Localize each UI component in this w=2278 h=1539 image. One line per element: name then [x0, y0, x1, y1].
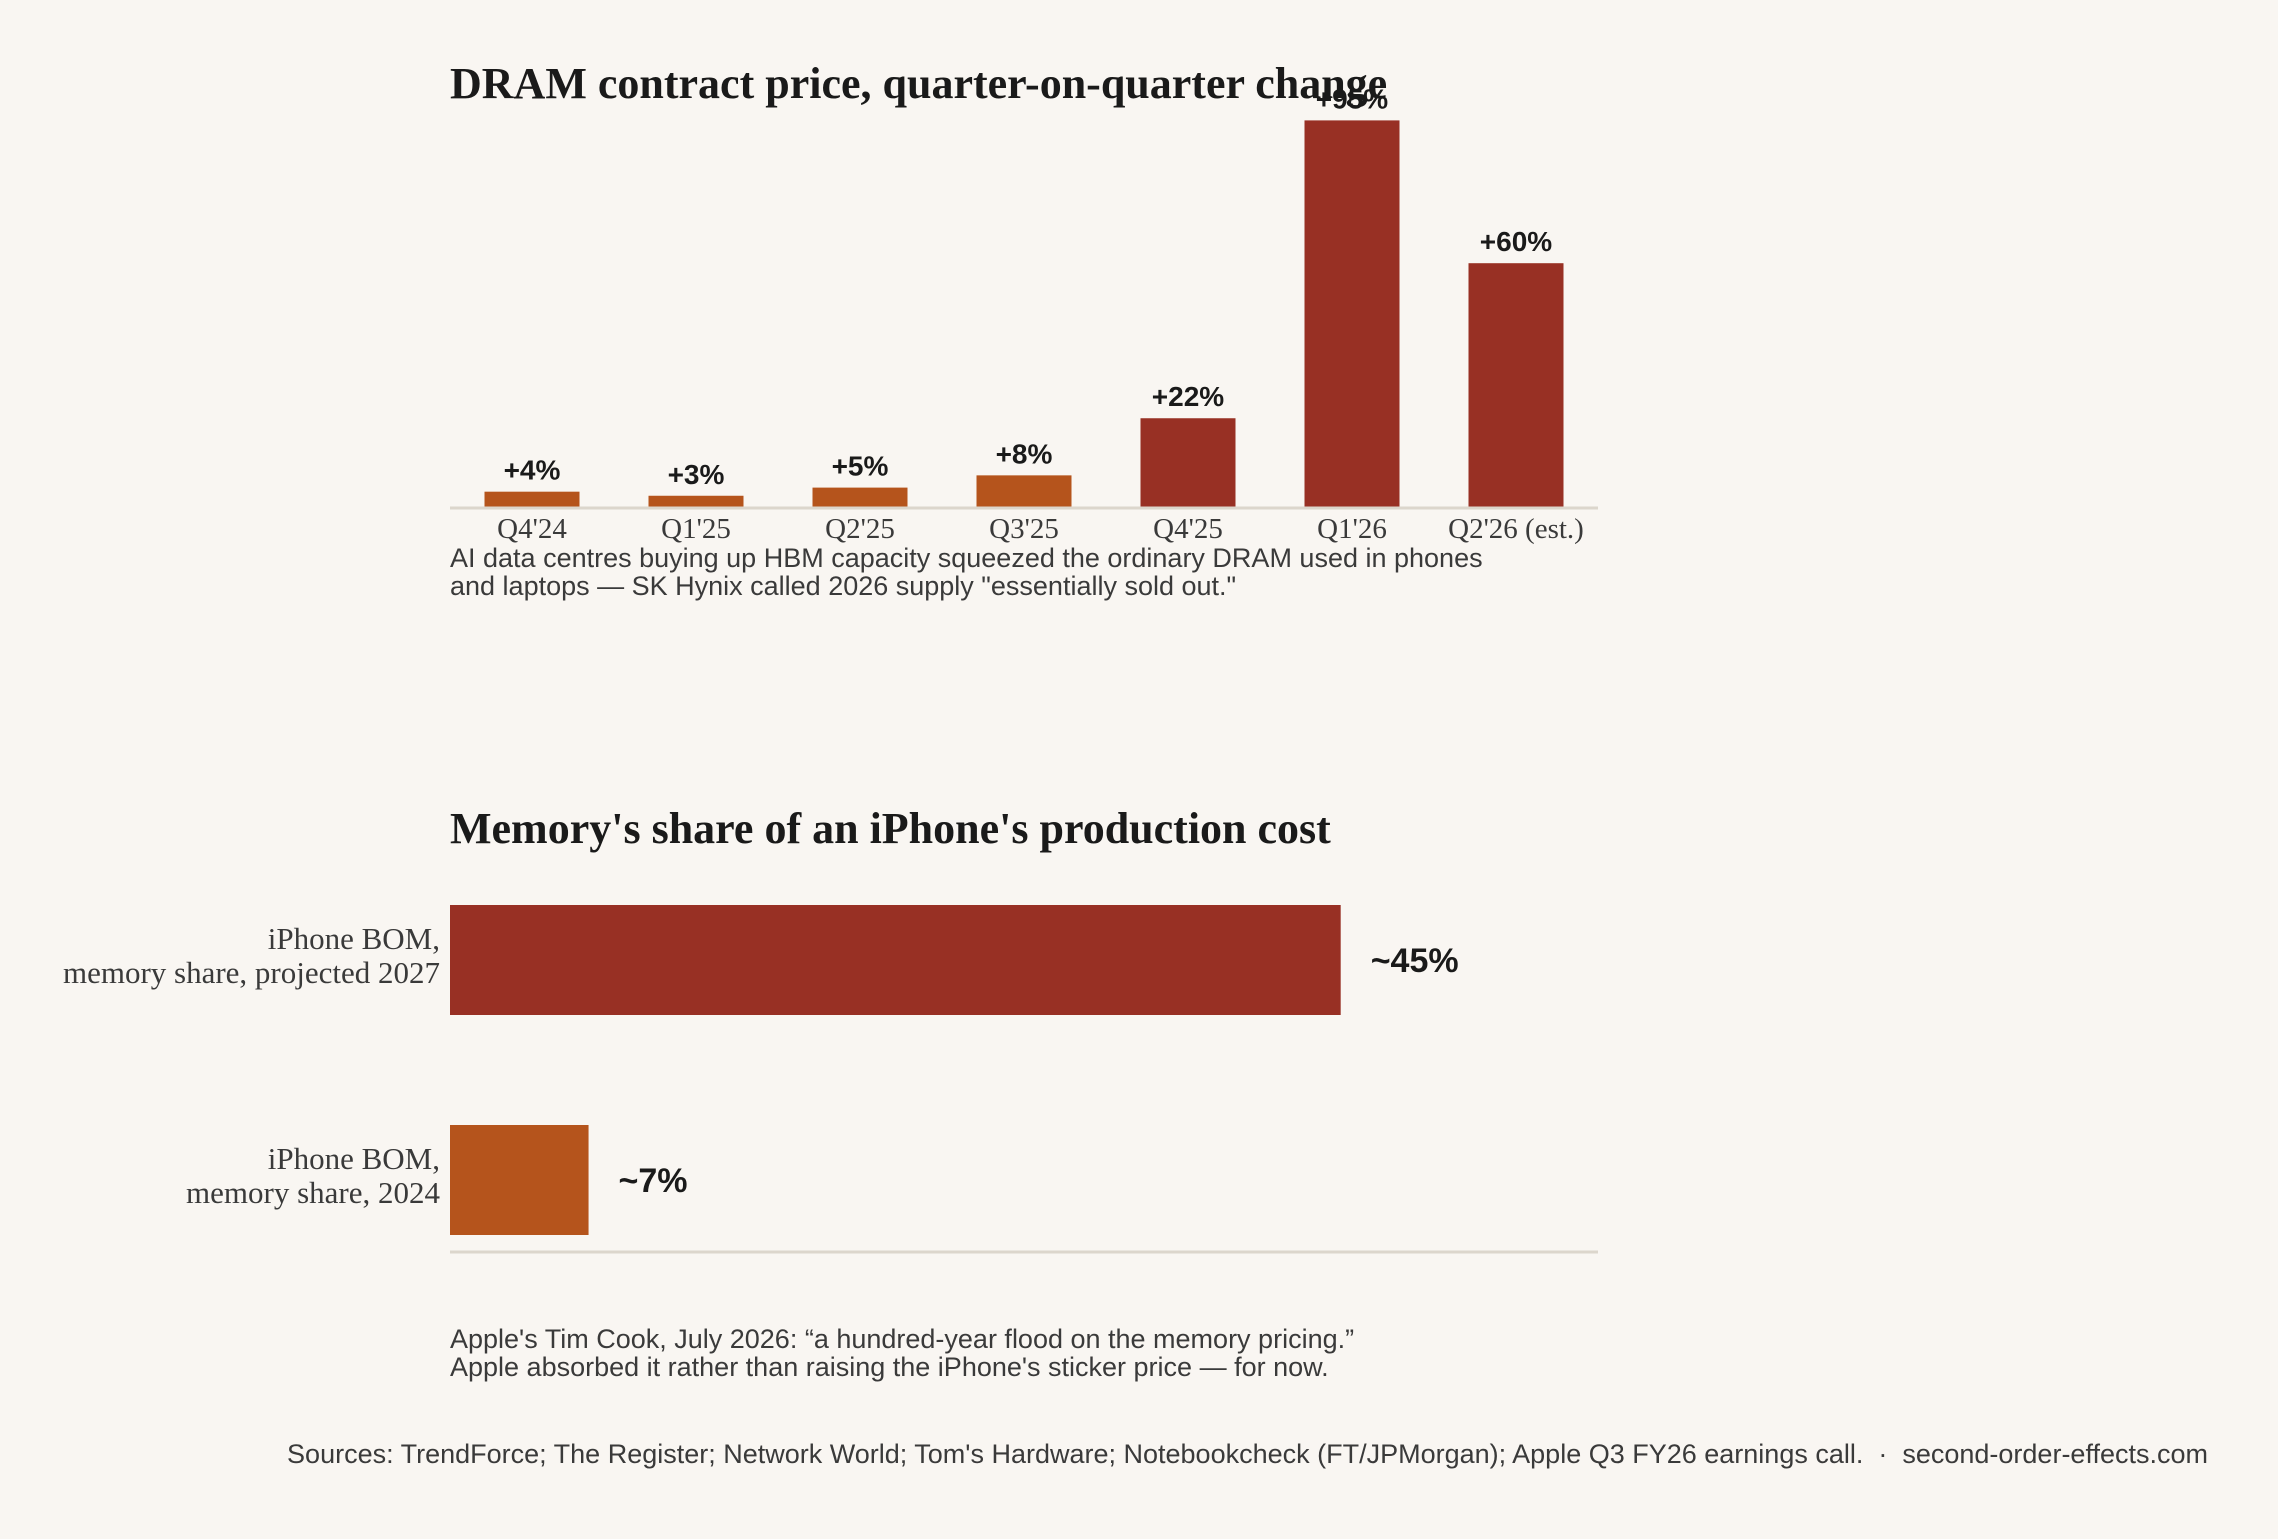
dram-data-label: +95% — [1316, 83, 1388, 114]
dram-chart-title: DRAM contract price, quarter-on-quarter … — [450, 59, 1387, 108]
memory-share-note-line-2: Apple absorbed it rather than raising th… — [450, 1352, 1329, 1382]
dram-tick-label: Q4'25 — [1153, 513, 1223, 545]
memory-share-bars: ~45%iPhone BOM,memory share, projected 2… — [63, 905, 1459, 1235]
memory-share-category-label: iPhone BOM, — [268, 921, 440, 956]
memory-share-data-label: ~45% — [1371, 942, 1459, 980]
dram-bar — [1140, 418, 1236, 508]
memory-share-bar — [450, 905, 1341, 1015]
dram-bar — [812, 487, 908, 508]
dram-data-label: +22% — [1152, 381, 1224, 412]
dram-data-label: +5% — [832, 451, 889, 482]
dram-tick-label: Q2'26 (est.) — [1448, 513, 1584, 545]
memory-share-bar — [450, 1125, 589, 1235]
dram-bar — [484, 491, 580, 508]
dram-data-label: +4% — [504, 455, 561, 486]
dram-tick-label: Q1'26 — [1317, 513, 1387, 545]
dram-bars: +4% Q4'24 +3% Q1'25 +5% Q2'25 +8% Q3'25 +22% Q4'2… — [484, 83, 1584, 545]
dram-tick-label: Q4'24 — [497, 513, 567, 545]
dram-bar — [1468, 263, 1564, 508]
memory-share-category-label: memory share, projected 2027 — [63, 955, 440, 990]
dram-note-line-1: AI data centres buying up HBM capacity s… — [450, 543, 1483, 573]
memory-share-note-line-1: Apple's Tim Cook, July 2026: “a hundred-… — [450, 1324, 1354, 1354]
dram-data-label: +60% — [1480, 226, 1552, 257]
memory-share-category-label: iPhone BOM, — [268, 1141, 440, 1176]
dram-bar — [1304, 120, 1400, 509]
dram-bar — [976, 475, 1072, 508]
memory-share-category-label: memory share, 2024 — [186, 1175, 440, 1210]
dram-tick-label: Q3'25 — [989, 513, 1059, 545]
dram-data-label: +3% — [668, 459, 725, 490]
dram-data-label: +8% — [996, 438, 1053, 469]
sources-footer: Sources: TrendForce; The Register; Netwo… — [287, 1439, 2208, 1469]
dram-note-line-2: and laptops — SK Hynix called 2026 suppl… — [450, 571, 1236, 601]
dram-tick-label: Q1'25 — [661, 513, 731, 545]
memory-share-chart-title: Memory's share of an iPhone's production… — [450, 804, 1331, 853]
memory-share-data-label: ~7% — [619, 1162, 688, 1200]
dram-bar — [648, 495, 744, 508]
dram-tick-label: Q2'25 — [825, 513, 895, 545]
